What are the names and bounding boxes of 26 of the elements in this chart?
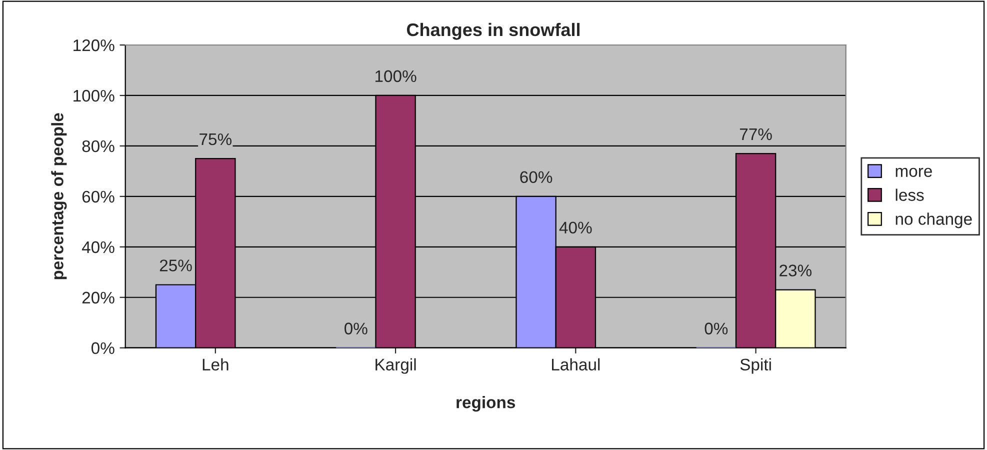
data-label: 100% (376, 70, 416, 82)
x-axis-title: regions (456, 396, 516, 412)
y-tick-label: 120% (74, 39, 114, 52)
legend-label: more (896, 168, 932, 177)
y-tick-label: 100% (74, 90, 114, 102)
y-tick-label: 60% (82, 190, 114, 203)
y-axis-title: percentage of people (51, 113, 67, 280)
x-tick-label: Spiti (740, 358, 771, 374)
y-tick-label: 20% (82, 292, 114, 304)
data-label: 40% (559, 222, 592, 234)
data-label: 75% (200, 133, 232, 146)
x-tick-label: Kargil (376, 358, 416, 374)
x-tick-label: Lahaul (552, 358, 600, 371)
data-label: 23% (780, 264, 812, 276)
data-label: 0% (704, 322, 728, 334)
legend-label: no change (896, 212, 972, 228)
legend-label: less (896, 188, 924, 201)
y-tick-label: 40% (82, 241, 114, 254)
data-label: 77% (740, 128, 772, 140)
data-label: 0% (344, 322, 368, 334)
y-tick-label: 80% (82, 140, 114, 152)
data-label: 25% (160, 260, 192, 272)
y-tick-label: 0% (91, 342, 114, 354)
chart-title: Changes in snowfall (406, 22, 580, 40)
x-tick-label: Leh (202, 358, 228, 371)
data-label: 60% (520, 171, 552, 184)
